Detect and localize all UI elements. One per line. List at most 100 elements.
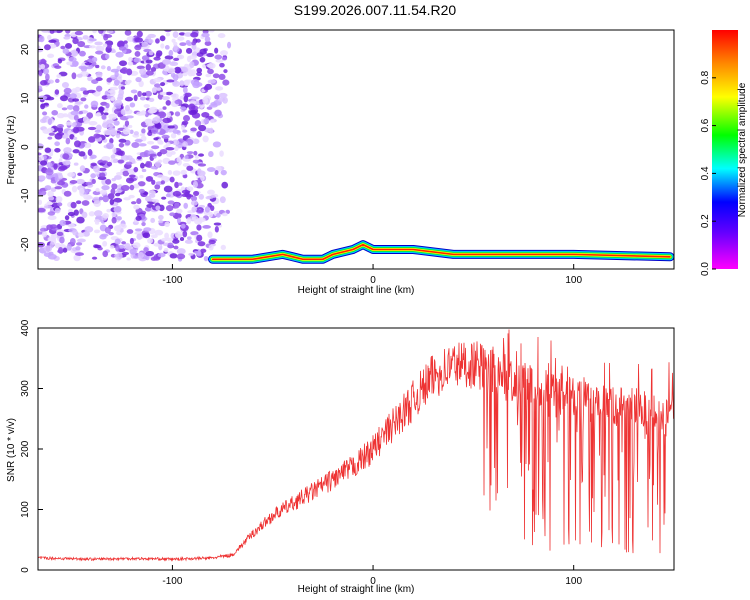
spectrogram-cell <box>120 86 126 90</box>
spectrogram-cell <box>81 200 90 206</box>
spectrogram-cell <box>183 32 193 37</box>
spectrogram-cell <box>54 242 61 249</box>
spectrogram-cell <box>169 253 178 259</box>
spectrogram-cell <box>222 79 230 86</box>
spectrogram-cell <box>40 63 46 70</box>
spectrogram-cell <box>47 190 54 198</box>
spectrogram-cell <box>181 189 190 194</box>
spectrogram-cell <box>167 125 175 129</box>
spectrogram-cell <box>75 246 81 251</box>
spectrogram-cell <box>202 225 211 229</box>
spectrogram-cell <box>169 61 179 66</box>
spectrogram-cell <box>161 134 170 139</box>
spectrogram-cell <box>176 208 183 214</box>
spectrogram-cell <box>134 139 143 143</box>
spectrogram-cell <box>98 30 104 34</box>
spectrogram-cell <box>197 163 207 167</box>
spectrogram-cell <box>203 118 210 124</box>
spectrogram-cell <box>163 185 173 193</box>
spectrogram-cell <box>153 77 162 83</box>
spectrogram-cell <box>113 79 120 86</box>
spectrogram-cell <box>196 67 203 74</box>
spectrogram-cell <box>61 81 70 88</box>
spectrogram-cell <box>172 31 179 38</box>
spectrogram-cell <box>72 149 80 154</box>
spectrogram-cell <box>40 79 48 86</box>
spectrogram-cell <box>76 242 83 246</box>
spectrogram-cell <box>65 137 71 145</box>
spectrogram-cell <box>127 61 134 66</box>
spectrogram-cell <box>122 127 131 135</box>
spectrogram-cell <box>120 155 130 161</box>
spectrogram-cell <box>179 106 187 110</box>
spectrogram-cell <box>49 241 54 249</box>
spectrogram-cell <box>106 65 111 71</box>
spectrogram-cell <box>114 238 121 245</box>
spectrogram-cell <box>41 30 50 33</box>
spectrogram-cell <box>206 63 214 68</box>
spectrogram-cell <box>141 168 147 173</box>
spectrogram-cell <box>177 182 183 186</box>
spectrogram-cell <box>170 93 179 99</box>
spectrogram-cell <box>126 229 134 234</box>
spectrogram-cell <box>149 153 157 157</box>
spectrogram-cell <box>184 92 192 98</box>
spectrogram-cell <box>156 174 165 179</box>
spectrogram-cell <box>73 162 79 166</box>
spectrogram-cell <box>165 204 174 212</box>
spectrogram-cell <box>102 43 108 48</box>
spectrogram-cell <box>150 67 157 72</box>
spectrogram-cell <box>120 184 130 192</box>
spectrogram-cell <box>166 67 176 74</box>
spectrogram-cell <box>190 214 197 218</box>
spectrogram-cell <box>82 35 89 40</box>
spectrogram-cell <box>140 110 147 116</box>
spectrogram-cell <box>184 239 193 244</box>
spectrogram-cell <box>198 193 204 200</box>
spectrogram-cell <box>38 155 45 162</box>
spectrogram-cell <box>171 38 176 43</box>
spectrogram-cell <box>112 147 117 154</box>
spectrogram-cell <box>77 238 86 243</box>
spectrogram-cell <box>110 188 116 196</box>
spectrogram-cell <box>55 196 63 203</box>
spectrogram-cell <box>72 105 80 112</box>
spectrogram-cell <box>154 122 162 130</box>
spectrogram-cell <box>219 150 224 157</box>
spectrogram-background <box>38 30 674 269</box>
spectrogram-cell <box>79 87 87 92</box>
spectrogram-cell <box>38 190 47 196</box>
spectrogram-cell <box>105 102 110 109</box>
spectrogram-cell <box>88 120 98 126</box>
spectrogram-cell <box>173 245 179 250</box>
spectrogram-cell <box>154 184 161 190</box>
spectrogram-cell <box>203 255 209 262</box>
spectrogram-cell <box>124 96 134 102</box>
spectrogram-cell <box>69 133 75 140</box>
spectrogram-cell <box>75 101 84 105</box>
spectrogram-cell <box>205 73 212 78</box>
spectrogram-cell <box>142 232 151 239</box>
spectrogram-cell <box>139 133 146 137</box>
spectrogram-cell <box>193 250 202 254</box>
spectrogram-cell <box>54 148 61 153</box>
spectrogram-cell <box>57 123 64 129</box>
spectrogram-cell <box>166 79 175 83</box>
spectrogram-cell <box>107 127 116 135</box>
spectrogram-cell <box>125 115 134 119</box>
spectrogram-cell <box>69 93 77 99</box>
spectrogram-cell <box>115 225 122 231</box>
spectrogram-cell <box>54 207 61 214</box>
spectrogram-cell <box>84 226 94 233</box>
spectrogram-cell <box>110 96 116 102</box>
spectrogram-cell <box>94 210 103 217</box>
spectrogram-cell <box>69 238 76 245</box>
snr-series-line <box>38 329 674 562</box>
spectrogram-cell <box>76 73 83 78</box>
spectrogram-cell <box>172 170 181 176</box>
spectrogram-cell <box>125 246 132 250</box>
spectrogram-cell <box>174 146 179 152</box>
spectrogram-cell <box>181 120 189 126</box>
spectrogram-cell <box>176 253 186 260</box>
